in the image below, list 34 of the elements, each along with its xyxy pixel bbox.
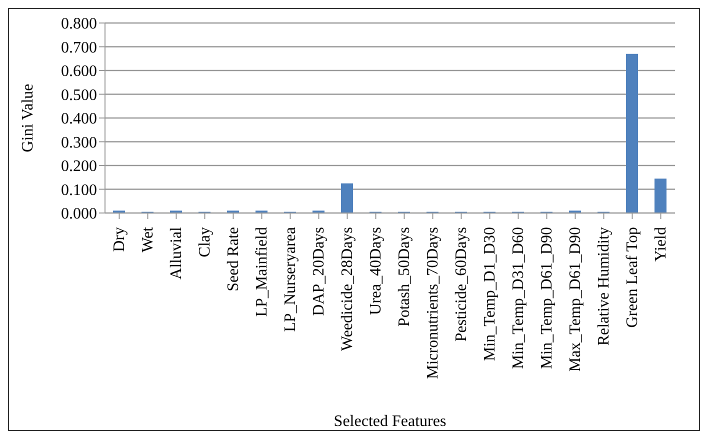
x-tick-label: Dry: [110, 227, 128, 252]
x-tick-label: Potash_50Days: [396, 227, 413, 327]
x-axis-title: Selected Features: [334, 413, 446, 430]
bar: [341, 183, 353, 213]
y-tick-label: 0.800: [61, 16, 97, 33]
x-tick-label: DAP_20Days: [310, 227, 328, 316]
x-tick-label: Pesticide_60Days: [452, 227, 470, 342]
bar: [626, 54, 638, 213]
x-tick-label: Min_Temp_D31_D60: [510, 227, 527, 369]
x-tick-label: Relative Humidity: [595, 227, 612, 346]
x-tick-label: Yield: [652, 227, 670, 262]
x-tick-label: Wet: [139, 226, 156, 252]
x-tick-label: Green Leaf Top: [624, 227, 641, 328]
x-tick-label: Seed Rate: [224, 227, 242, 292]
x-tick-label: Weedicide_28Days: [338, 227, 356, 351]
y-tick-label: 0.200: [61, 158, 97, 176]
y-tick-label: 0.500: [61, 86, 97, 104]
x-tick-label: Min_Temp_D61_D90: [538, 227, 556, 369]
y-axis-title: Gini Value: [20, 84, 37, 152]
x-tick-label: Clay: [196, 227, 214, 258]
x-tick-label: LP_Nurseryarea: [282, 227, 299, 332]
x-tick-label: LP_Mainfield: [253, 227, 270, 317]
x-tick-label: Urea_40Days: [367, 227, 384, 315]
y-tick-label: 0.300: [61, 134, 97, 152]
y-tick-label: 0.400: [61, 110, 97, 128]
y-tick-label: 0.700: [61, 39, 97, 56]
x-tick-label: Micronutrients_70Days: [424, 227, 442, 379]
x-tick-label: Max_Temp_D61_D90: [566, 227, 584, 372]
x-tick-label: Alluvial: [168, 226, 185, 280]
x-tick-label: Min_Temp_D1_D30: [481, 227, 498, 361]
bar: [654, 178, 666, 213]
y-tick-label: 0.100: [61, 182, 97, 199]
y-tick-label: 0.000: [61, 206, 97, 223]
y-tick-label: 0.600: [61, 63, 97, 80]
